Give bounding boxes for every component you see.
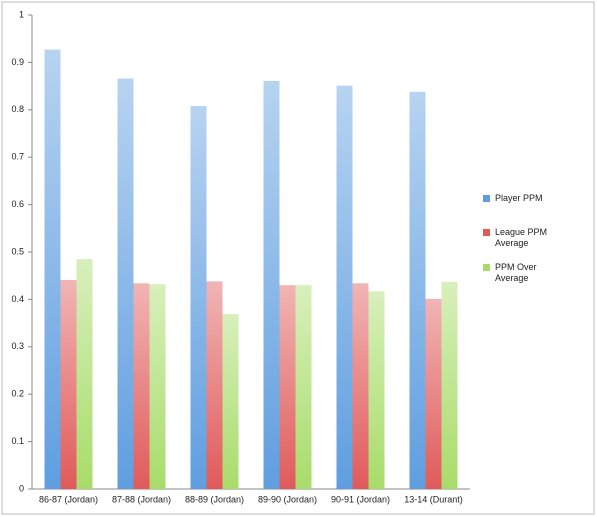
y-tick-label: 0.5: [11, 246, 24, 256]
legend-label: Player PPM: [495, 193, 543, 203]
bar: [279, 285, 296, 489]
y-tick-label: 0.3: [11, 341, 24, 351]
y-tick-label: 0.9: [11, 57, 24, 67]
y-tick-label: 0.1: [11, 436, 24, 446]
bar: [149, 284, 166, 489]
y-tick-label: 0.6: [11, 199, 24, 209]
y-tick-label: 0.4: [11, 294, 24, 304]
bar: [352, 283, 369, 489]
legend-label: PPM Over Average: [495, 262, 537, 283]
x-tick-label: 88-89 (Jordan): [185, 494, 244, 504]
legend-item: PPM Over Average: [483, 262, 557, 284]
x-tick-label: 90-91 (Jordan): [331, 494, 390, 504]
bar: [368, 291, 385, 489]
bar: [441, 281, 458, 489]
bar: [425, 298, 442, 489]
legend-swatch: [483, 264, 490, 271]
x-tick-label: 87-88 (Jordan): [112, 494, 171, 504]
bar: [295, 285, 312, 489]
y-tick-label: 0.8: [11, 104, 24, 114]
bar: [409, 91, 426, 490]
legend-swatch: [483, 229, 490, 236]
legend-item: Player PPM: [483, 193, 557, 204]
legend-label: League PPM Average: [495, 227, 548, 248]
y-tick-label: 0.7: [11, 152, 24, 162]
bar: [60, 279, 77, 489]
y-tick-label: 0: [19, 483, 24, 493]
y-tick-label: 0.2: [11, 389, 24, 399]
bar: [263, 80, 280, 490]
bar: [133, 283, 150, 489]
legend-item: League PPM Average: [483, 227, 557, 249]
bar: [76, 259, 93, 489]
x-tick-label: 86-87 (Jordan): [39, 494, 98, 504]
x-tick-label: 89-90 (Jordan): [258, 494, 317, 504]
bar: [117, 78, 134, 490]
bar: [44, 49, 61, 490]
legend-swatch: [483, 195, 490, 202]
y-tick-label: 1: [19, 9, 24, 19]
x-tick-label: 13-14 (Durant): [404, 494, 463, 504]
bar: [336, 85, 353, 489]
bar: [206, 281, 223, 489]
bar: [190, 106, 207, 490]
bar: [222, 314, 239, 489]
